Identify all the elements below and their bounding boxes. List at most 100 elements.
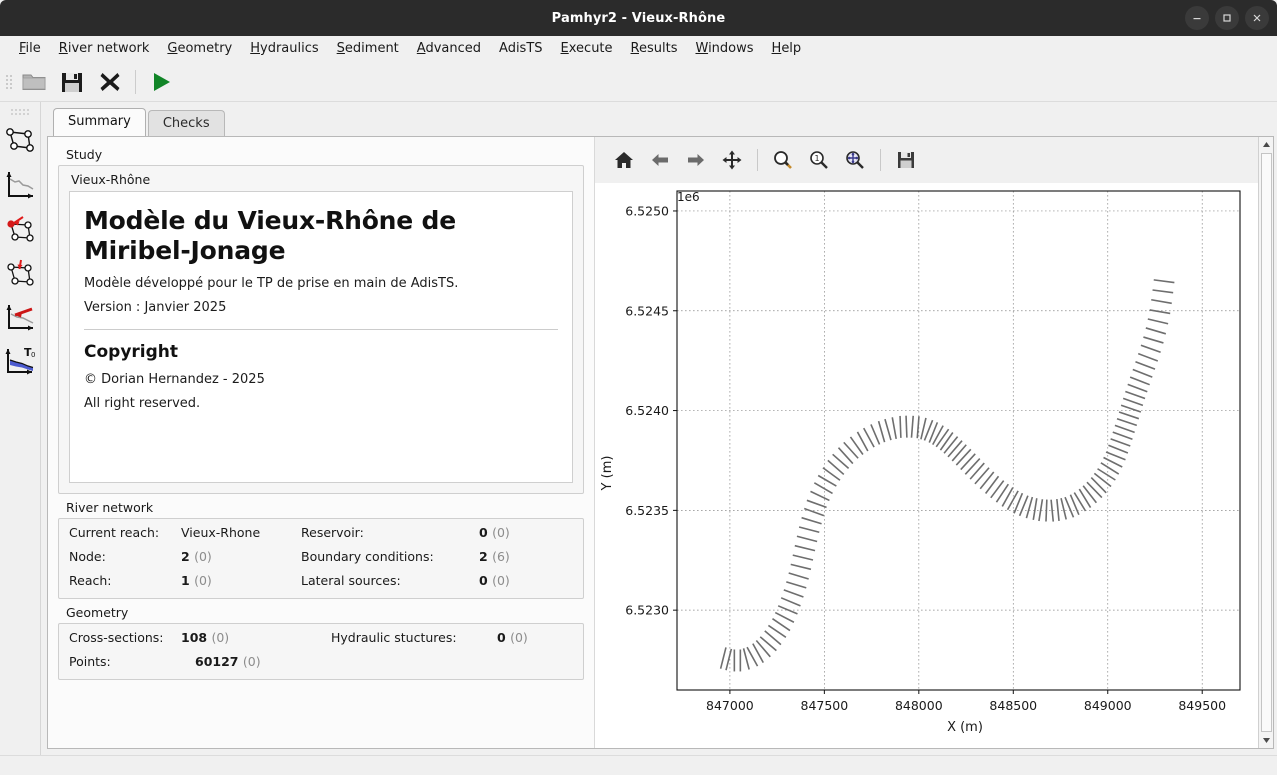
- menu-results[interactable]: Results: [630, 41, 678, 56]
- sediment-icon: T 0: [5, 346, 35, 375]
- toolbar-grip[interactable]: [4, 69, 14, 95]
- cross-section-mark: [1149, 309, 1171, 315]
- study-divider: [84, 329, 558, 330]
- boundary-conditions-value: 2 (6): [479, 549, 573, 564]
- menu-windows[interactable]: Windows: [695, 41, 754, 56]
- y-tick-label: 6.5240: [625, 403, 669, 418]
- cross-section-mark: [1118, 411, 1140, 420]
- geometry-stats: Cross-sections: 108 (0) Hydraulic stuctu…: [69, 630, 573, 669]
- open-folder-button[interactable]: [16, 65, 52, 99]
- geometry-group: Geometry Cross-sections: 108 (0) Hydraul…: [58, 603, 584, 680]
- plot-home-button[interactable]: [607, 144, 641, 176]
- tab-summary[interactable]: Summary: [53, 108, 146, 136]
- cross-section-mark: [1056, 499, 1060, 522]
- cross-section-mark: [777, 605, 798, 615]
- cross-section-mark: [1073, 492, 1087, 512]
- menu-file[interactable]: File: [19, 41, 41, 56]
- reservoir-number: 0: [479, 525, 488, 540]
- node-value: 2 (0): [181, 549, 301, 564]
- content-area: Summary Checks Study Vieux-Rhône Modèle …: [41, 102, 1277, 755]
- cross-section-mark: [817, 474, 837, 487]
- zoom-fit-icon: [846, 151, 864, 169]
- svg-text:1: 1: [814, 154, 819, 163]
- plot-zoom-fit-button[interactable]: [838, 144, 872, 176]
- study-group-label: Study: [66, 147, 103, 162]
- maximize-button[interactable]: [1215, 6, 1239, 30]
- river-network-stats: Current reach: Vieux-Rhone Reservoir: 0 …: [69, 525, 573, 588]
- cross-section-mark: [801, 516, 822, 525]
- menu-hydraulics[interactable]: Hydraulics: [250, 41, 319, 56]
- sidebar-item-hydraulics[interactable]: [0, 296, 40, 338]
- cross-section-mark: [792, 554, 814, 561]
- minimize-button[interactable]: [1185, 6, 1209, 30]
- cross-section-mark: [1110, 438, 1131, 447]
- x-tick-label: 847000: [706, 698, 754, 713]
- save-button[interactable]: [54, 65, 90, 99]
- window-titlebar: Pamhyr2 - Vieux-Rhône: [0, 0, 1277, 36]
- run-button[interactable]: [143, 65, 179, 99]
- cross-section-mark: [920, 417, 927, 440]
- window-title: Pamhyr2 - Vieux-Rhône: [551, 10, 726, 26]
- close-button[interactable]: [1245, 6, 1269, 30]
- menu-execute[interactable]: Execute: [560, 41, 613, 56]
- forward-arrow-icon: [688, 154, 704, 166]
- cross-section-mark: [772, 618, 791, 632]
- lateral-sources-value: 0 (0): [479, 573, 573, 588]
- cross-section-mark: [1143, 336, 1164, 344]
- study-version: Version : Janvier 2025: [84, 300, 227, 315]
- cross-section-mark: [891, 417, 897, 440]
- close-study-button[interactable]: [92, 65, 128, 99]
- menu-advanced[interactable]: Advanced: [416, 41, 482, 56]
- cross-section-mark: [1140, 344, 1161, 354]
- plot-back-button[interactable]: [643, 144, 677, 176]
- y-tick-label: 6.5245: [625, 303, 669, 318]
- vertical-scrollbar[interactable]: [1258, 137, 1273, 748]
- scroll-down-arrow[interactable]: [1259, 733, 1274, 748]
- sidebar-item-river-network[interactable]: [0, 120, 40, 162]
- cross-section-mark: [822, 467, 841, 481]
- sidebar-item-geometry[interactable]: [0, 164, 40, 206]
- sidebar-item-reach[interactable]: [0, 252, 40, 294]
- reach-selected-icon: [7, 259, 34, 286]
- cross-section-mark: [1132, 368, 1153, 378]
- menu-sediment[interactable]: Sediment: [336, 41, 399, 56]
- menu-help[interactable]: Help: [771, 41, 802, 56]
- points-value: 60127 (0): [181, 654, 331, 669]
- cross-section-mark: [725, 648, 733, 671]
- run-icon: [154, 72, 170, 91]
- sidebar-item-sediment[interactable]: T 0: [0, 340, 40, 382]
- summary-panel: Study Vieux-Rhône Modèle du Vieux-Rhône …: [47, 136, 1274, 749]
- cross-section-mark: [862, 427, 875, 448]
- plot-canvas[interactable]: 847000 847500 848000 848500 849000 849500 6.52…: [595, 183, 1258, 748]
- home-icon: [615, 152, 633, 168]
- left-sidebar: T 0: [0, 102, 41, 755]
- scroll-up-arrow[interactable]: [1259, 137, 1274, 152]
- cross-section-mark: [905, 415, 908, 438]
- plot-pan-button[interactable]: [715, 144, 749, 176]
- plot-zoom-rect-button[interactable]: [766, 144, 800, 176]
- cross-sections-value: 108 (0): [181, 630, 331, 645]
- sidebar-item-node[interactable]: [0, 208, 40, 250]
- cross-section-mark: [899, 415, 902, 438]
- cross-section-mark: [1078, 488, 1092, 508]
- menu-file-label: ile: [25, 41, 41, 56]
- tab-checks[interactable]: Checks: [147, 110, 225, 137]
- cross-section-mark: [947, 440, 963, 458]
- svg-text:0: 0: [31, 351, 35, 359]
- node-key: Node:: [69, 549, 106, 564]
- x-tick-label: 848000: [895, 698, 943, 713]
- plot-save-button[interactable]: [889, 144, 923, 176]
- river-network-icon: [6, 128, 34, 152]
- menu-river-network[interactable]: River network: [58, 41, 150, 56]
- cross-section-mark: [979, 471, 995, 490]
- hydraulic-structures-paren: (0): [510, 630, 528, 645]
- scrollbar-thumb[interactable]: [1260, 153, 1272, 732]
- cross-section-mark: [1114, 424, 1135, 434]
- cross-section-mark: [943, 436, 959, 454]
- menu-geometry[interactable]: Geometry: [167, 41, 233, 56]
- sidebar-grip[interactable]: [11, 106, 29, 118]
- menu-adists[interactable]: AdisTS: [499, 41, 543, 56]
- x-tick-label: 848500: [989, 698, 1037, 713]
- plot-forward-button[interactable]: [679, 144, 713, 176]
- plot-zoom-one-button[interactable]: 1: [802, 144, 836, 176]
